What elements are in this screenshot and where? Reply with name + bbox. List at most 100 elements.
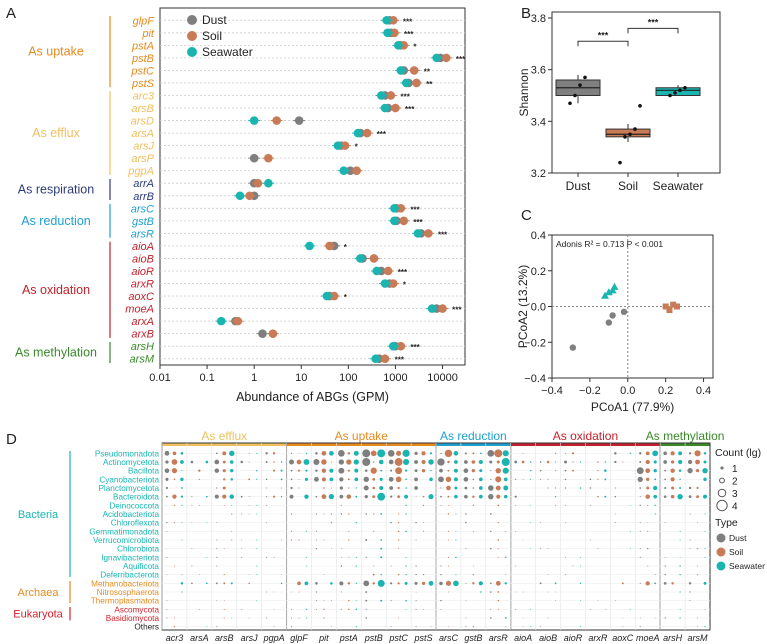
panel-d-bubble <box>448 626 449 628</box>
panel-a-point-sea <box>390 216 399 226</box>
panel-d-bubble <box>555 470 557 472</box>
panel-d-bubble <box>547 591 549 593</box>
panel-d-bubble <box>373 513 375 515</box>
panel-d-bubble <box>448 504 449 506</box>
panel-d-bubble <box>589 539 591 541</box>
panel-d-bubble <box>540 478 542 480</box>
panel-d-bubble <box>414 469 418 473</box>
panel-a-point-sea <box>413 229 423 238</box>
panel-a-gene-label: aoxC <box>128 291 154 303</box>
panel-d-bubble <box>547 548 549 550</box>
panel-d-bubble <box>380 556 383 559</box>
panel-d-bubble <box>241 513 243 515</box>
panel-d-bubble <box>355 556 357 558</box>
panel-d-bubble <box>280 469 283 472</box>
panel-d-bubble <box>704 626 706 628</box>
panel-d-bubble <box>398 513 400 515</box>
panel-d-bubble <box>428 459 434 465</box>
panel-d-bubble <box>454 460 458 464</box>
panel-d-bubble <box>347 478 350 481</box>
panel-a-gene-label: pstA <box>131 40 154 52</box>
panel-a-gene-label: arsD <box>131 116 154 128</box>
panel-d-bubble <box>223 600 225 602</box>
panel-d-bubble <box>629 548 631 550</box>
panel-d-bubble <box>387 449 395 457</box>
panel-d-bubble <box>291 591 292 593</box>
panel-d-bubble <box>589 504 591 506</box>
panel-b-significance-bracket <box>577 40 629 47</box>
panel-d-bubble <box>514 460 518 464</box>
panel-d-bubble <box>645 468 651 474</box>
panel-a-significance: *** <box>410 205 420 214</box>
panel-d-bubble <box>296 459 302 465</box>
panel-a-point-sea <box>401 78 411 88</box>
panel-d-bubble <box>256 452 258 454</box>
panel-a-point-soil <box>264 153 273 163</box>
panel-d-bubble <box>365 608 367 610</box>
panel-a-significance: * <box>344 243 348 252</box>
panel-d-bubble <box>280 478 283 481</box>
panel-a-significance: *** <box>452 306 462 315</box>
panel-d-bubble <box>372 486 376 490</box>
panel-d-bubble <box>273 461 275 463</box>
panel-d-bubble <box>564 478 567 481</box>
panel-d-bubble <box>353 450 359 456</box>
panel-d-bubble <box>639 582 641 584</box>
panel-b-point <box>623 135 627 139</box>
panel-d-bubble <box>515 478 517 480</box>
panel-d-bubble <box>405 487 407 489</box>
panel-d-bubble <box>540 626 542 628</box>
panel-d-bubble <box>695 459 700 465</box>
panel-d-bubble <box>248 574 250 576</box>
panel-d-size-legend-label: 2 <box>732 477 738 488</box>
panel-d-bubble <box>504 582 507 585</box>
panel-d-gene-label: arsM <box>688 633 709 643</box>
panel-c-point-dust <box>620 308 628 316</box>
panel-d-bubble <box>503 485 509 491</box>
panel-d-gene-label: arxR <box>588 633 608 643</box>
panel-d-group-bar <box>162 443 287 446</box>
panel-d-bubble <box>231 539 233 541</box>
panel-d-bubble <box>223 582 226 585</box>
panel-d-bubble <box>373 565 375 567</box>
panel-d-bubble <box>421 468 426 473</box>
panel-d-group-label: As efflux <box>201 429 247 443</box>
panel-d-bubble <box>497 608 499 610</box>
panel-d-bubble <box>404 581 408 585</box>
panel-d-bubble <box>181 539 183 541</box>
panel-d-bubble <box>679 617 681 619</box>
panel-a-point-soil <box>352 166 361 175</box>
panel-d-bubble <box>530 522 532 524</box>
panel-d-bubble <box>664 565 666 567</box>
panel-d-bubble <box>488 485 494 491</box>
panel-d-bubble <box>497 599 500 602</box>
panel-d-bubble <box>703 494 708 499</box>
panel-d-bubble <box>231 504 233 506</box>
panel-d-bubble <box>647 522 649 524</box>
panel-d-bubble <box>430 626 432 628</box>
panel-a-gene-label: pgpA <box>127 166 154 178</box>
panel-d-bubble <box>355 582 357 584</box>
panel-d-bubble <box>429 452 433 455</box>
panel-d-bubble <box>696 548 699 550</box>
panel-d-phylum-label: Methanobacteriota <box>91 579 159 588</box>
panel-d-bubble <box>340 513 343 515</box>
panel-a-gene-label: arsP <box>131 153 154 165</box>
panel-d-bubble <box>398 548 400 550</box>
panel-d-bubble <box>180 452 184 455</box>
panel-d-bubble <box>687 468 693 474</box>
panel-a-point-sea <box>371 354 380 364</box>
panel-a-point-soil <box>362 128 372 138</box>
panel-c-ytick-label: 0.0 <box>531 302 546 314</box>
panel-d-bubble <box>504 617 507 619</box>
panel-d-bubble <box>206 556 208 558</box>
panel-d-bubble <box>347 469 350 472</box>
panel-d-bubble <box>397 539 400 541</box>
panel-d-bubble <box>455 530 457 532</box>
panel-d-bubble <box>455 513 457 515</box>
panel-c-point-soil <box>662 303 669 310</box>
panel-d-bubble <box>564 469 567 472</box>
panel-a-gene-label: aioA <box>132 241 154 253</box>
panel-d-bubble <box>321 450 327 456</box>
panel-d-bubble <box>229 494 235 499</box>
